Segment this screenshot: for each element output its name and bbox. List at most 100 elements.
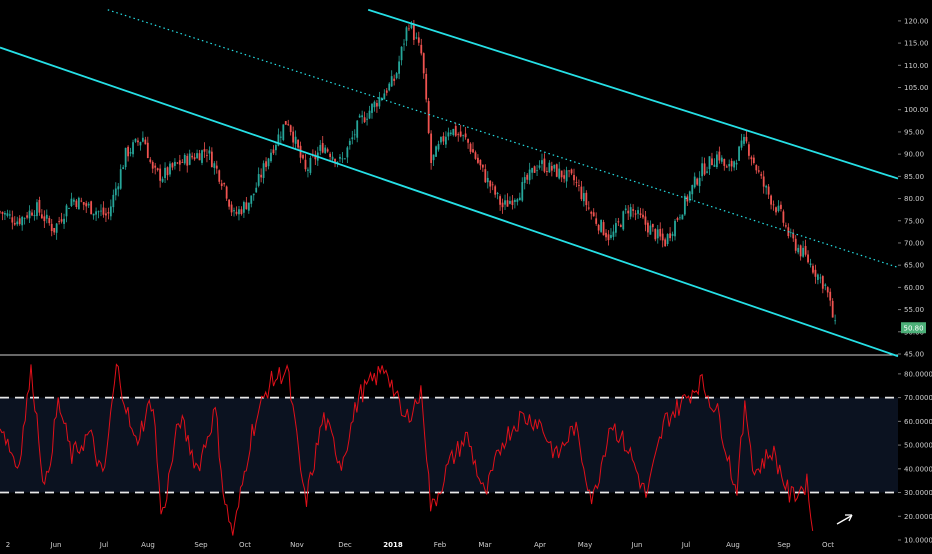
- candle-body: [509, 201, 511, 204]
- candle-body: [31, 212, 33, 216]
- price-axis-label: 65.00: [904, 262, 924, 270]
- candle-body: [491, 184, 494, 186]
- candle-body: [95, 211, 97, 215]
- candle-body: [733, 161, 736, 168]
- candle-body: [1, 211, 4, 214]
- candle-body: [644, 216, 647, 225]
- candle-body: [459, 131, 462, 137]
- x-axis-label: Sep: [777, 541, 791, 549]
- candle-body: [0, 211, 1, 213]
- candle-body: [193, 157, 196, 160]
- candle-body: [669, 233, 671, 239]
- candle-body: [346, 147, 349, 158]
- candle-body: [92, 213, 95, 216]
- candle-body: [188, 153, 191, 165]
- candle-body: [257, 174, 260, 186]
- candle-body: [55, 223, 58, 233]
- x-axis-label: Apr: [534, 541, 546, 549]
- candle-body: [201, 150, 203, 163]
- candle-body: [43, 216, 46, 222]
- candle-body: [814, 269, 817, 277]
- candle-body: [713, 164, 716, 167]
- candle-body: [117, 186, 120, 190]
- candle-body: [112, 194, 115, 208]
- candle-body: [440, 136, 442, 143]
- candle-body: [619, 224, 622, 227]
- candle-body: [427, 101, 430, 133]
- candle-body: [809, 263, 812, 266]
- rsi-axis-label: 30.0000: [904, 489, 932, 497]
- candle-body: [807, 254, 809, 263]
- channel-middle-dotted-line[interactable]: [107, 9, 899, 268]
- candle-body: [191, 155, 194, 158]
- candle-body: [326, 149, 329, 152]
- x-axis-label: Oct: [822, 541, 834, 549]
- candle-body: [16, 221, 19, 225]
- candle-body: [511, 200, 514, 206]
- channel-upper-line[interactable]: [367, 8, 899, 180]
- candle-body: [85, 203, 88, 207]
- candle-body: [762, 176, 765, 187]
- candle-body: [782, 211, 785, 223]
- candle-body: [122, 167, 125, 170]
- candle-body: [65, 205, 68, 217]
- candle-body: [105, 213, 107, 216]
- candle-body: [272, 149, 275, 154]
- candle-body: [339, 156, 341, 159]
- candle-body: [102, 207, 105, 215]
- price-axis-label: 70.00: [904, 239, 924, 247]
- candle-body: [26, 215, 28, 218]
- rsi-axis-label: 50.0000: [904, 442, 932, 450]
- x-axis-label: Aug: [141, 541, 155, 549]
- candle-body: [600, 220, 603, 232]
- candle-body: [321, 143, 324, 153]
- candle-body: [213, 163, 216, 168]
- candle-body: [378, 97, 381, 107]
- candle-body: [137, 140, 139, 143]
- candle-body: [546, 171, 548, 173]
- candle-body: [151, 161, 154, 169]
- candle-body: [242, 202, 245, 213]
- candle-body: [390, 76, 393, 87]
- candle-body: [743, 136, 745, 144]
- candle-body: [348, 140, 351, 145]
- candle-body: [363, 117, 366, 123]
- candle-body: [799, 245, 802, 257]
- candle-body: [415, 37, 418, 39]
- candle-body: [706, 171, 708, 173]
- candle-body: [161, 178, 164, 182]
- candle-body: [154, 165, 157, 168]
- price-axis-label: 115.00: [904, 40, 929, 48]
- channel-lower-line[interactable]: [0, 46, 899, 358]
- candle-body: [215, 165, 218, 169]
- candle-body: [794, 238, 797, 251]
- candle-body: [50, 223, 53, 232]
- candle-body: [516, 199, 519, 202]
- last-price-badge: [901, 322, 926, 334]
- candle-body: [528, 169, 531, 181]
- candle-body: [513, 199, 516, 202]
- candle-body: [203, 149, 206, 152]
- candle-body: [358, 115, 361, 118]
- candle-body: [353, 134, 356, 136]
- candle-body: [87, 203, 90, 206]
- candle-body: [331, 156, 334, 160]
- candle-body: [400, 46, 403, 61]
- candle-body: [129, 152, 132, 154]
- candle-body: [6, 213, 9, 216]
- candle-body: [356, 120, 359, 138]
- candle-body: [4, 213, 6, 215]
- candle-body: [676, 218, 679, 220]
- candle-body: [297, 139, 299, 148]
- candle-body: [90, 201, 93, 215]
- candle-body: [376, 103, 378, 107]
- x-axis-label: Jun: [631, 541, 643, 549]
- candle-body: [792, 233, 795, 239]
- candle-body: [681, 214, 684, 220]
- arrow-annotation-shaft: [836, 515, 852, 525]
- candle-body: [580, 186, 583, 200]
- candle-body: [720, 157, 723, 162]
- price-axis-label: 85.00: [904, 173, 924, 181]
- candle-body: [220, 183, 223, 187]
